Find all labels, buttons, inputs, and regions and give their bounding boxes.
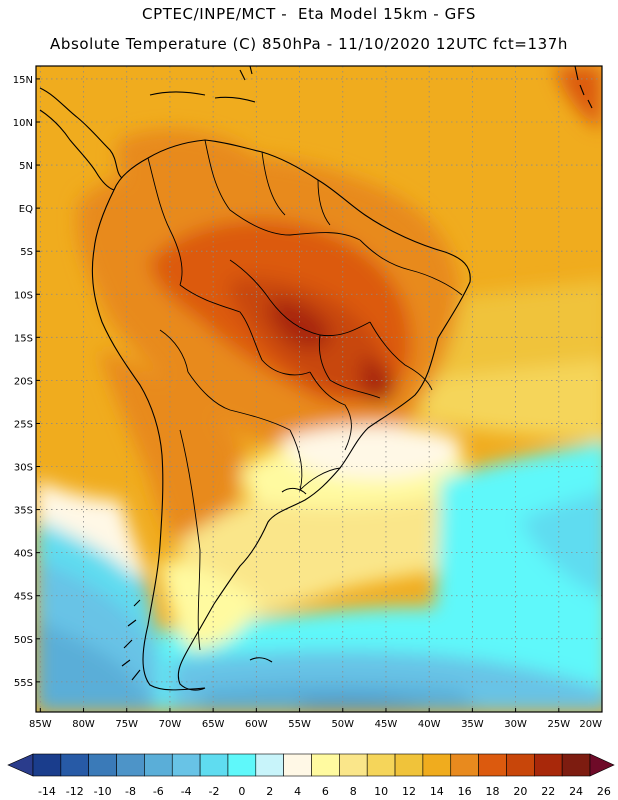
- longitude-tick-label: 20W: [579, 719, 602, 730]
- latitude-tick-label: 45S: [14, 592, 33, 603]
- temperature-map: 15N 10N 5N EQ 5S 10S 15S 20S 25S 30S 35S 40S 45S 50S 5…: [13, 65, 603, 730]
- colorbar-swatch: [60, 753, 89, 777]
- colorbar-tick-label: -12: [66, 785, 84, 798]
- colorbar-tick-label: 24: [569, 785, 583, 798]
- longitude-tick-label: 25W: [547, 719, 570, 730]
- longitude-tick-label: 85W: [29, 719, 52, 730]
- colorbar-tick-label: 6: [322, 785, 329, 798]
- colorbar-tick-label: 0: [238, 785, 245, 798]
- colorbar-swatch: [394, 753, 424, 777]
- latitude-tick-label: 55S: [14, 678, 33, 689]
- colorbar-swatch: [339, 753, 368, 777]
- latitude-tick-label: 30S: [14, 463, 33, 474]
- colorbar-tick-label: 20: [513, 785, 527, 798]
- chart-title-line1: CPTEC/INPE/MCT - Eta Model 15km - GFS: [142, 5, 476, 23]
- colorbar-tick-label: -4: [181, 785, 192, 798]
- map-frame: [35, 65, 603, 713]
- colorbar-swatch: [478, 753, 507, 777]
- colorbar-swatch: [283, 753, 312, 777]
- colorbar-swatch: [88, 753, 117, 777]
- colorbar-tick-label: 14: [430, 785, 444, 798]
- latitude-tick-label: 10N: [13, 118, 33, 129]
- colorbar-swatch: [506, 753, 535, 777]
- latitude-tick-label: 5N: [19, 161, 33, 172]
- latitude-tick-label: 10S: [14, 290, 33, 301]
- latitude-tick-label: EQ: [19, 204, 33, 215]
- colorbar-low-arrow: [7, 753, 34, 777]
- colorbar-swatch: [144, 753, 173, 777]
- latitude-tick-label: 50S: [14, 635, 33, 646]
- colorbar-tick-label: 12: [402, 785, 416, 798]
- longitude-tick-label: 40W: [418, 719, 441, 730]
- colorbar-tick-label: -10: [94, 785, 112, 798]
- colorbar-swatch: [311, 753, 340, 777]
- colorbar-tick-label: 8: [350, 785, 357, 798]
- colorbar-tick-label: -8: [125, 785, 136, 798]
- colorbar-labels: -14 -12 -10 -8 -6 -4 -2 0 2 4 6 8 10 12 14 16 18 20 22 24 26…: [38, 785, 611, 798]
- longitude-tick-label: 75W: [115, 719, 138, 730]
- longitude-tick-label: 50W: [331, 719, 354, 730]
- colorbar-swatch: [450, 753, 479, 777]
- colorbar-tick-label: 18: [486, 785, 500, 798]
- colorbar-tick-label: -6: [153, 785, 164, 798]
- longitude-tick-label: 35W: [461, 719, 484, 730]
- latitude-tick-label: 15S: [14, 333, 33, 344]
- longitude-tick-label: 70W: [159, 719, 182, 730]
- colorbar-swatch: [116, 753, 145, 777]
- colorbar-swatch: [366, 753, 396, 777]
- longitude-tick-label: 45W: [375, 719, 398, 730]
- colorbar-high-arrow: [589, 753, 615, 777]
- latitude-tick-label: 35S: [14, 506, 33, 517]
- latitude-tick-label: 15N: [13, 75, 33, 86]
- colorbar-swatch: [32, 753, 62, 777]
- latitude-tick-label: 20S: [14, 376, 33, 387]
- colorbar: -14 -12 -10 -8 -6 -4 -2 0 2 4 6 8 10 12 14 16 18 20 22 24 26…: [7, 753, 615, 798]
- longitude-labels: 85W 80W 75W 70W 65W 60W 55W 50W 45W 40W 35W 30W 25W 2…: [29, 708, 603, 730]
- colorbar-tick-label: 26: [597, 785, 611, 798]
- longitude-tick-label: 60W: [245, 719, 268, 730]
- latitude-tick-label: 25S: [14, 419, 33, 430]
- latitude-labels: 15N 10N 5N EQ 5S 10S 15S 20S 25S 30S 35S 40S 45S 50S 5…: [13, 75, 40, 689]
- longitude-tick-label: 55W: [288, 719, 311, 730]
- longitude-tick-label: 30W: [504, 719, 527, 730]
- colorbar-tick-label: 2: [266, 785, 273, 798]
- colorbar-tick-label: 16: [458, 785, 472, 798]
- colorbar-tick-label: -2: [209, 785, 220, 798]
- colorbar-tick-label: 10: [374, 785, 388, 798]
- colorbar-tick-label: 4: [294, 785, 301, 798]
- colorbar-swatch: [199, 753, 229, 777]
- colorbar-boxes: [7, 753, 615, 777]
- colorbar-tick-label: -14: [38, 785, 56, 798]
- country-borders: [147, 139, 463, 651]
- colorbar-swatch: [561, 753, 591, 777]
- temperature-field: [36, 66, 602, 712]
- colorbar-swatch: [422, 753, 452, 777]
- longitude-tick-label: 80W: [72, 719, 95, 730]
- colorbar-swatch: [171, 753, 201, 777]
- colorbar-swatch: [227, 753, 257, 777]
- colorbar-tick-label: 22: [541, 785, 555, 798]
- latitude-tick-label: 40S: [14, 549, 33, 560]
- chart-title-line2: Absolute Temperature (C) 850hPa - 11/10/…: [49, 35, 569, 53]
- colorbar-swatch: [533, 753, 563, 777]
- latitude-tick-label: 5S: [20, 247, 33, 258]
- colorbar-swatch: [255, 753, 284, 777]
- longitude-tick-label: 65W: [202, 719, 225, 730]
